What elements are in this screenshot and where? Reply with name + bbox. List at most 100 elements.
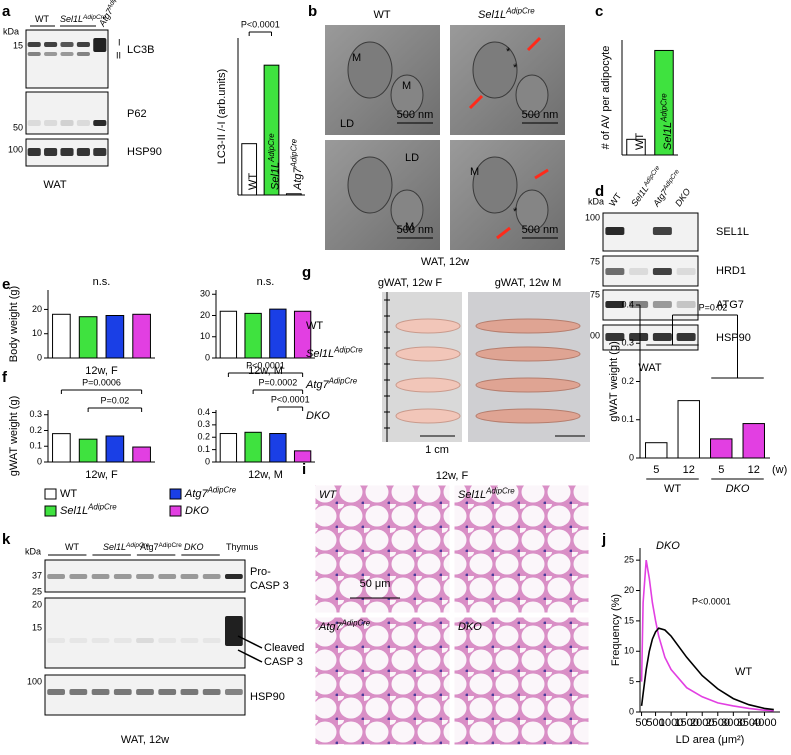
blot-band bbox=[69, 689, 88, 695]
mitochondrion bbox=[472, 156, 518, 214]
blot-band bbox=[47, 638, 65, 643]
x-tick-label: 3500 bbox=[737, 717, 761, 729]
genotype-superscript: AdipCre bbox=[642, 164, 662, 188]
blot-band bbox=[47, 574, 65, 579]
genotype-superscript: AdipCre bbox=[82, 14, 107, 21]
genotype-label: DKO bbox=[673, 187, 692, 209]
panel-letter: i bbox=[302, 461, 306, 478]
genotype-label: Sel1LAdipCre bbox=[60, 14, 107, 25]
row-label: Atg7AdipCre bbox=[305, 377, 358, 391]
blot-band bbox=[652, 301, 672, 308]
blot-band bbox=[93, 148, 107, 156]
x-tick-label: 12 bbox=[748, 464, 760, 476]
genotype-name: DKO bbox=[673, 187, 692, 209]
blot-band bbox=[27, 42, 41, 47]
scale-label: 500 nm bbox=[397, 109, 434, 121]
y-tick-label: 0 bbox=[37, 456, 42, 466]
mitochondrion bbox=[347, 41, 393, 99]
blot-band bbox=[676, 301, 696, 308]
blot-band bbox=[180, 638, 199, 643]
histology bbox=[314, 484, 451, 614]
legend-label: DKO bbox=[185, 505, 209, 517]
panel-letter: c bbox=[595, 3, 603, 20]
genotype-superscript: AdipCre bbox=[328, 377, 358, 386]
genotype-name: WT bbox=[247, 173, 259, 190]
micrograph-label: M bbox=[402, 80, 411, 92]
genotype-name: WT bbox=[65, 542, 79, 552]
x-axis-label: 12w, F bbox=[85, 469, 118, 481]
bar bbox=[52, 433, 71, 463]
blot-band bbox=[605, 333, 625, 341]
bar bbox=[105, 435, 125, 463]
micrograph-label: LD bbox=[405, 152, 419, 164]
genotype-name: Sel1L bbox=[662, 122, 674, 150]
mitochondrion bbox=[515, 74, 549, 116]
bar bbox=[241, 143, 258, 196]
genotype-label: Thymus bbox=[226, 542, 259, 552]
y-tick-label: 0.1 bbox=[29, 441, 42, 451]
blot-band bbox=[69, 638, 88, 643]
micrograph-label: M bbox=[470, 166, 479, 178]
blot-band bbox=[629, 333, 649, 341]
bar bbox=[219, 310, 238, 359]
genotype-superscript: AdipCre bbox=[505, 7, 535, 16]
y-tick-label: 0 bbox=[37, 352, 42, 362]
label: 100 bbox=[585, 330, 600, 340]
genotype-name: WT bbox=[634, 133, 646, 150]
genotype-label: Sel1LAdipCre bbox=[103, 542, 150, 553]
genotype-name: WT bbox=[664, 483, 681, 495]
blot-band bbox=[113, 574, 132, 579]
panel-letter: d bbox=[595, 183, 604, 200]
genotype-superscript: AdipCre bbox=[105, 0, 123, 11]
label: gWAT, 12w M bbox=[495, 277, 562, 289]
blot-band bbox=[629, 268, 649, 275]
label: 37 bbox=[32, 570, 42, 580]
genotype-superscript: AdipCre bbox=[125, 542, 150, 549]
genotype-label: WT bbox=[65, 542, 79, 552]
y-tick-label: 10 bbox=[200, 331, 210, 341]
micrograph-label: * bbox=[513, 62, 518, 74]
blot-band bbox=[158, 638, 177, 643]
fat-pad bbox=[395, 377, 461, 393]
blot-band bbox=[225, 689, 243, 695]
y-tick-label: 10 bbox=[624, 646, 634, 656]
x-tick-label: WT bbox=[634, 133, 646, 150]
blot bbox=[44, 597, 246, 669]
x-tick-label: 2500 bbox=[706, 717, 730, 729]
label: 15 bbox=[13, 40, 23, 50]
image-label: Atg7AdipCre bbox=[318, 619, 371, 633]
annotation: P=0.0006 bbox=[82, 377, 121, 387]
genotype-name: Atg7 bbox=[140, 542, 159, 552]
line-series bbox=[640, 627, 774, 711]
blot-band bbox=[91, 689, 110, 695]
panel-letter: a bbox=[2, 3, 11, 20]
bar bbox=[293, 310, 312, 359]
bar bbox=[219, 433, 238, 463]
y-tick-label: 0.2 bbox=[197, 432, 210, 442]
legend-swatch bbox=[44, 505, 57, 517]
genotype-name: WT bbox=[306, 320, 323, 332]
x-tick-label: 5 bbox=[718, 464, 724, 476]
blot-band bbox=[605, 227, 625, 235]
x-tick-label: 1500 bbox=[674, 717, 698, 729]
x-tick-label: 1000 bbox=[659, 717, 683, 729]
label: ATG7 bbox=[716, 299, 744, 311]
bar bbox=[132, 446, 151, 463]
blot-band bbox=[652, 227, 672, 235]
bar bbox=[710, 438, 733, 459]
fat-pad bbox=[475, 377, 581, 393]
y-tick-label: 25 bbox=[624, 555, 634, 565]
bar bbox=[269, 433, 287, 463]
label: LC3B bbox=[127, 44, 155, 56]
y-tick-label: 0.4 bbox=[197, 407, 210, 417]
genotype-superscript: AdipCre bbox=[159, 542, 183, 549]
annotation: n.s. bbox=[257, 276, 275, 288]
x-tick-label: Sel1LAdipCre bbox=[660, 93, 674, 150]
row-label: DKO bbox=[306, 410, 330, 422]
label: 50 μm bbox=[360, 578, 391, 590]
blot-band bbox=[76, 42, 90, 47]
blot-band bbox=[225, 616, 243, 646]
label: HSP90 bbox=[250, 691, 285, 703]
label: I bbox=[118, 37, 121, 47]
annotation: P<0.0001 bbox=[246, 360, 285, 370]
